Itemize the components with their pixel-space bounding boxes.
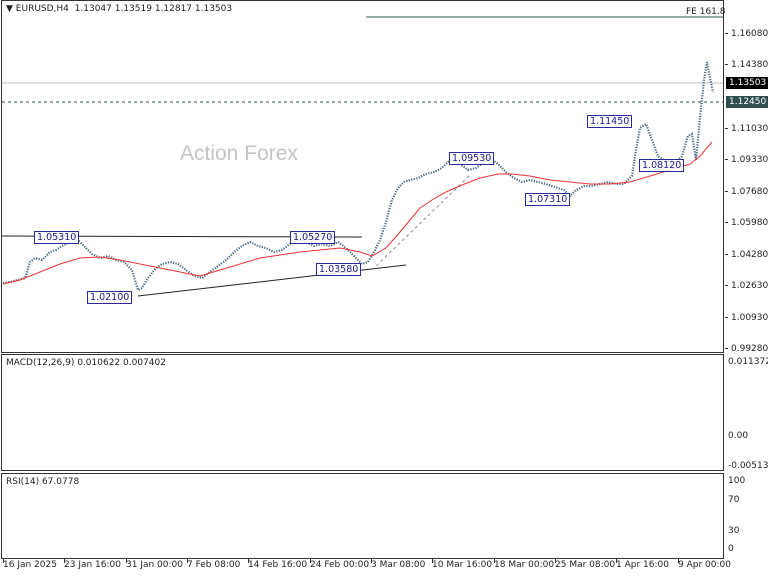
level-label-5[interactable]: 1.09530	[449, 152, 495, 165]
y-tick: 1.02630	[725, 281, 768, 291]
macd-axis: 0.011372 0.00 -0.005135	[725, 354, 768, 471]
time-axis[interactable]: 16 Jan 2025 23 Jan 16:00 31 Jan 00:00 7 …	[0, 559, 768, 576]
x-tick: 14 Feb 16:00	[248, 559, 308, 570]
y-tick: 1.11030	[725, 124, 768, 134]
collapse-triangle-icon[interactable]: ▼	[6, 4, 13, 14]
current-price-tag: 1.13503	[726, 77, 768, 89]
y-tick: 1.07680	[725, 187, 768, 197]
level-label-7[interactable]: 1.11450	[587, 115, 633, 128]
rsi-y-tick: 100	[728, 476, 746, 486]
x-tick: 31 Jan 00:00	[126, 559, 183, 570]
rsi-y-tick: 30	[728, 526, 740, 536]
rsi-label: RSI(14) 67.0778	[6, 477, 80, 487]
x-tick: 23 Jan 16:00	[64, 559, 121, 570]
x-tick: 9 Apr 00:00	[678, 559, 731, 570]
price-axis[interactable]: 1.16080 1.14380 1.11030 1.09330 1.07680 …	[725, 0, 768, 354]
x-tick: 7 Feb 08:00	[187, 559, 241, 570]
x-tick: 25 Mar 08:00	[555, 559, 616, 570]
level-label-2[interactable]: 1.02100	[87, 291, 133, 304]
y-tick: 1.04280	[725, 250, 768, 260]
rsi-y-tick: 0	[728, 544, 734, 554]
rsi-panel[interactable]: RSI(14) 67.0778	[1, 473, 724, 559]
y-tick: 1.05980	[725, 218, 768, 228]
rsi-y-tick: 70	[728, 495, 740, 505]
level-label-8[interactable]: 1.08120	[639, 159, 685, 172]
x-tick: 16 Jan 2025	[3, 559, 57, 570]
macd-panel[interactable]: MACD(12,26,9) 0.010622 0.007402	[1, 354, 724, 471]
x-tick: 1 Apr 16:00	[616, 559, 669, 570]
fe-161-8-label: FE 161.8	[686, 7, 726, 17]
x-tick: 10 Mar 16:00	[432, 559, 493, 570]
y-tick: 1.09330	[725, 155, 768, 165]
y-tick: 1.00930	[725, 313, 768, 323]
y-tick: 1.14380	[725, 60, 768, 70]
symbol-header: ▼ EURUSD,H4 1.13047 1.13519 1.12817 1.13…	[6, 4, 232, 14]
rsi-axis: 100 70 30 0	[725, 473, 768, 559]
symbol-label: EURUSD,H4	[15, 4, 69, 14]
x-tick: 3 Mar 08:00	[371, 559, 426, 570]
level-label-3[interactable]: 1.05270	[290, 231, 336, 244]
level-label-4[interactable]: 1.03580	[316, 263, 362, 276]
x-tick: 18 Mar 00:00	[494, 559, 555, 570]
macd-label: MACD(12,26,9) 0.010622 0.007402	[6, 358, 166, 368]
macd-y-tick: 0.00	[728, 431, 749, 441]
ohlc-values: 1.13047 1.13519 1.12817 1.13503	[74, 4, 233, 14]
y-tick: 0.99280	[725, 344, 768, 354]
x-tick: 24 Feb 00:00	[310, 559, 370, 570]
watermark: Action Forex	[180, 142, 298, 165]
macd-y-tick: -0.005135	[728, 461, 768, 471]
level-label-1[interactable]: 1.05310	[34, 231, 80, 244]
y-tick: 1.16080	[725, 29, 768, 39]
level-label-6[interactable]: 1.07310	[525, 193, 571, 206]
macd-y-tick: 0.011372	[728, 357, 768, 367]
dashed-level-tag: 1.12450	[726, 96, 768, 108]
